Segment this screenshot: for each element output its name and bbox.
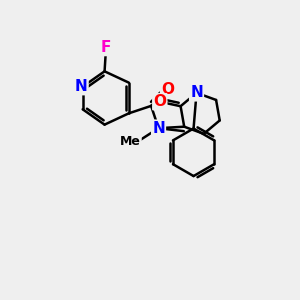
Text: O: O [153, 94, 166, 109]
Text: N: N [152, 121, 165, 136]
Text: N: N [190, 85, 203, 100]
Text: N: N [75, 79, 88, 94]
Text: O: O [161, 82, 174, 97]
Text: F: F [101, 40, 111, 55]
Text: Me: Me [120, 135, 141, 148]
